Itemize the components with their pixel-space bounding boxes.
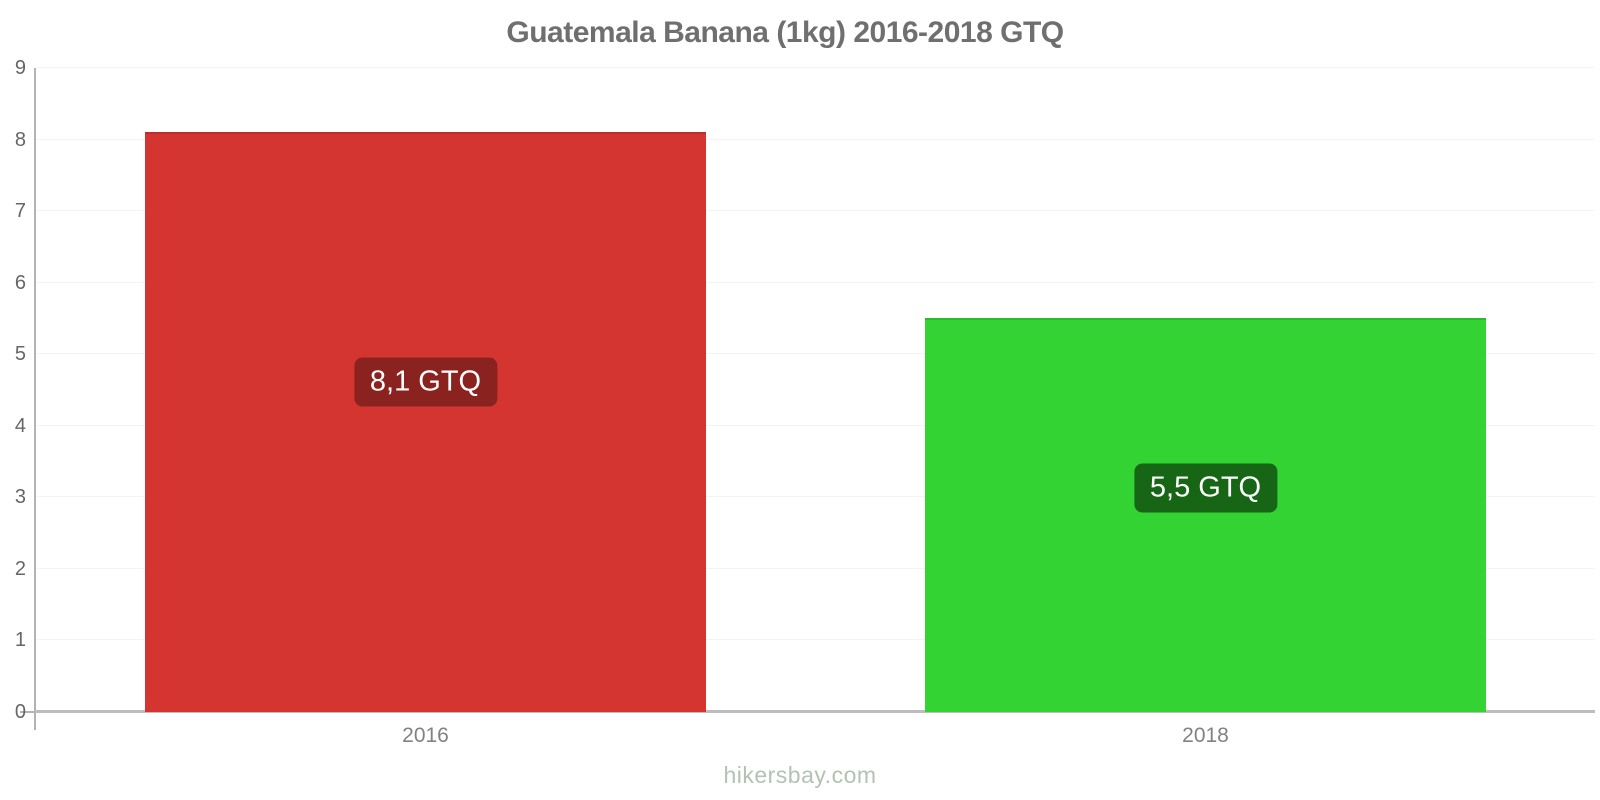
y-tick-label-2: 2 — [14, 557, 26, 580]
gridline-3 — [36, 496, 1595, 498]
y-tick-label-0: 0 — [14, 701, 26, 723]
y-tick-label-8: 8 — [14, 128, 26, 151]
y-tick-label-1: 1 — [14, 629, 26, 652]
gridline-7 — [36, 210, 1595, 212]
y-tick-label-5: 5 — [14, 343, 26, 366]
y-tick-label-6: 6 — [14, 271, 26, 294]
gridline-2 — [36, 567, 1595, 569]
gridline-1 — [36, 639, 1595, 641]
gridline-9 — [36, 67, 1595, 68]
gridline-4 — [36, 424, 1595, 426]
bar-2016 — [145, 132, 706, 712]
x-tick-label-2016: 2016 — [402, 724, 449, 747]
watermark: hikersbay.com — [723, 762, 877, 788]
y-tick-label-3: 3 — [14, 486, 26, 509]
y-tick-label-9: 9 — [14, 57, 26, 79]
y-tick-label-4: 4 — [14, 414, 26, 437]
gridline-6 — [36, 281, 1595, 283]
y-axis-line — [34, 68, 36, 730]
gridline-8 — [36, 138, 1595, 140]
gridline-5 — [36, 353, 1595, 355]
x-tick-label-2018: 2018 — [1182, 724, 1229, 747]
bar-2018 — [925, 318, 1486, 712]
bar-value-label-2018: 5,5 GTQ — [1133, 463, 1278, 513]
y-tick-label-7: 7 — [14, 200, 26, 223]
chart-title: Guatemala Banana (1kg) 2016-2018 GTQ — [506, 16, 1064, 49]
x-axis-baseline — [35, 710, 1595, 713]
zero-tick-mark — [20, 711, 35, 713]
bar-value-label-2016: 8,1 GTQ — [353, 357, 498, 407]
